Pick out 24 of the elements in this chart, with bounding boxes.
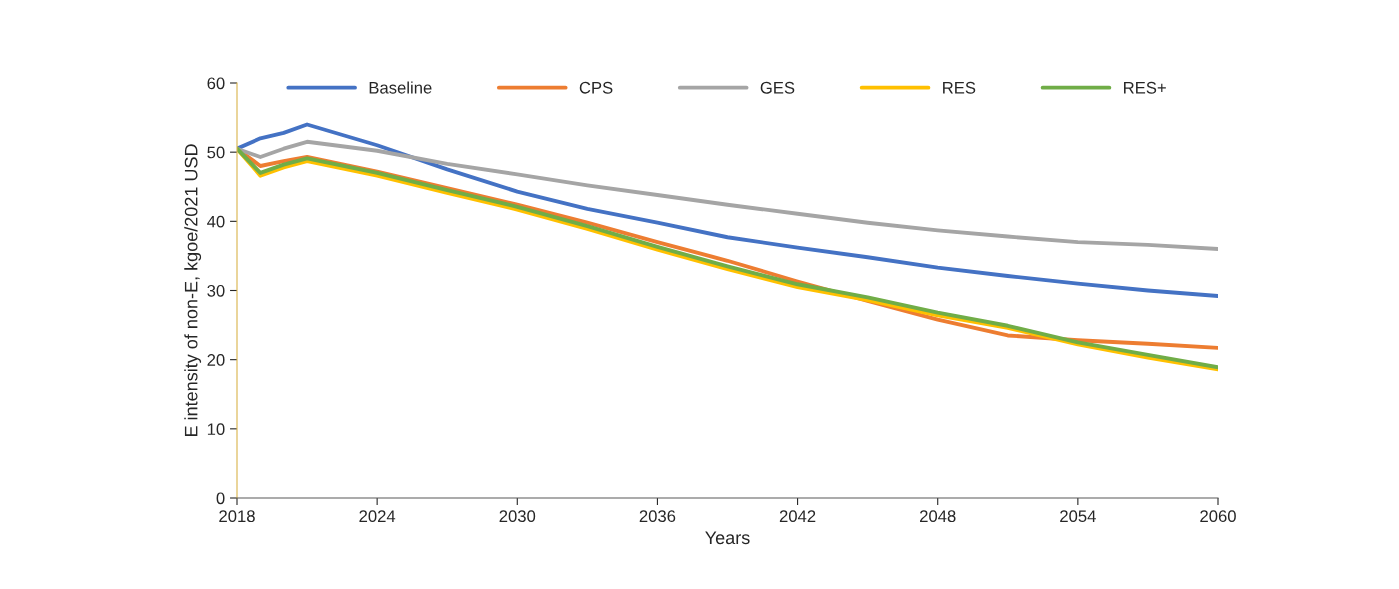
line-series [237, 122, 1218, 298]
line-series [237, 139, 1218, 251]
x-tick-label: 2024 [359, 510, 396, 523]
x-tick-label: 2036 [639, 510, 676, 523]
y-axis-title: E intensity of non-E, kgoe/2021 USD [184, 144, 202, 437]
y-tick-label: 60 [207, 77, 225, 90]
x-axis-title: Years [705, 531, 750, 545]
y-tick-label: 30 [207, 284, 225, 297]
y-tick-label: 20 [207, 354, 225, 366]
x-tick-label: 2054 [1060, 510, 1096, 523]
legend-label: Baseline [369, 81, 432, 94]
legend-label: CPS [579, 81, 613, 94]
y-tick-label: 0 [216, 492, 225, 505]
x-tick-label: 2060 [1200, 510, 1236, 523]
y-tick-label: 10 [207, 423, 225, 436]
legend-label: RES [943, 81, 976, 94]
y-tick-label: 50 [207, 146, 225, 159]
x-tick-label: 2042 [779, 510, 816, 523]
x-tick-label: 2018 [219, 510, 255, 523]
x-tick-label: 2030 [499, 510, 536, 523]
legend-label: GES [760, 81, 795, 94]
x-tick-label: 2048 [920, 510, 956, 523]
legend-label: RES+ [1124, 81, 1166, 94]
y-tick-label: 40 [207, 215, 225, 228]
